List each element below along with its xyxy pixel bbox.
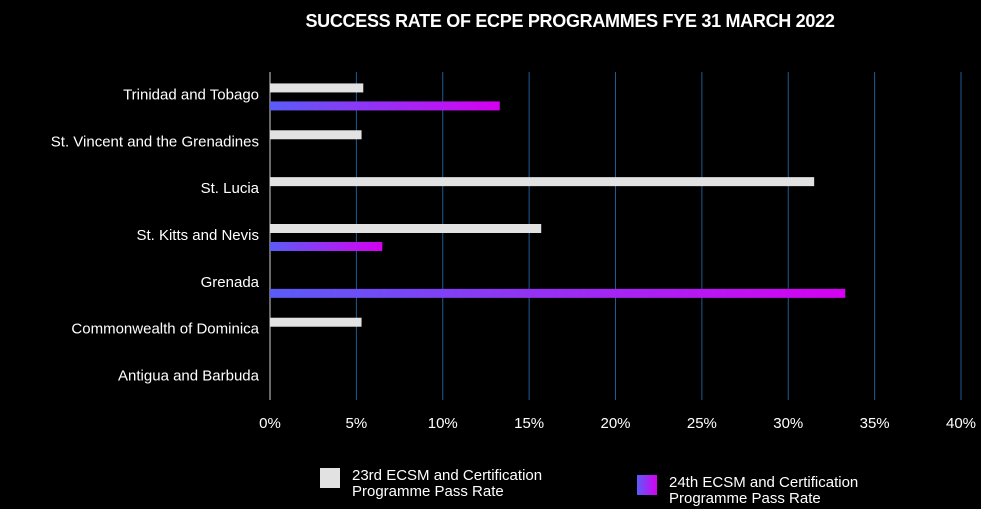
x-tick-label: 15% xyxy=(514,415,544,432)
bar xyxy=(270,288,846,298)
legend-label: 24th ECSM and Certification Programme Pa… xyxy=(669,474,859,507)
x-tick-label: 20% xyxy=(600,415,630,432)
bar xyxy=(270,101,500,111)
x-tick-label: 5% xyxy=(346,415,368,432)
x-tick-label: 25% xyxy=(687,415,717,432)
legend-label: 23rd ECSM and Certification Programme Pa… xyxy=(352,467,543,500)
bar xyxy=(270,242,383,251)
x-tick-label: 30% xyxy=(773,415,803,432)
legend-swatch xyxy=(320,468,340,488)
y-tick-label: St. Kitts and Nevis xyxy=(136,227,259,244)
legend-item: 24th ECSM and Certification Programme Pa… xyxy=(637,475,909,507)
x-tick-label: 40% xyxy=(946,415,976,432)
bar xyxy=(270,83,364,93)
y-tick-label: St. Lucia xyxy=(201,180,260,197)
y-tick-label: Trinidad and Tobago xyxy=(123,86,259,103)
x-tick-label: 0% xyxy=(259,415,281,432)
y-tick-label: Commonwealth of Dominica xyxy=(71,321,259,338)
chart-title: SUCCESS RATE OF ECPE PROGRAMMES FYE 31 M… xyxy=(305,11,834,31)
x-tick-label: 10% xyxy=(428,415,458,432)
bar xyxy=(270,224,542,233)
y-tick-label: St. Vincent and the Grenadines xyxy=(51,133,259,150)
bar xyxy=(270,177,815,187)
bar xyxy=(270,317,362,327)
legend-swatch xyxy=(637,475,657,495)
legend-item: 23rd ECSM and Certification Programme Pa… xyxy=(320,468,592,500)
y-tick-label: Grenada xyxy=(201,274,260,291)
y-tick-label: Antigua and Barbuda xyxy=(118,368,260,385)
bar xyxy=(270,130,362,140)
x-tick-label: 35% xyxy=(860,415,890,432)
